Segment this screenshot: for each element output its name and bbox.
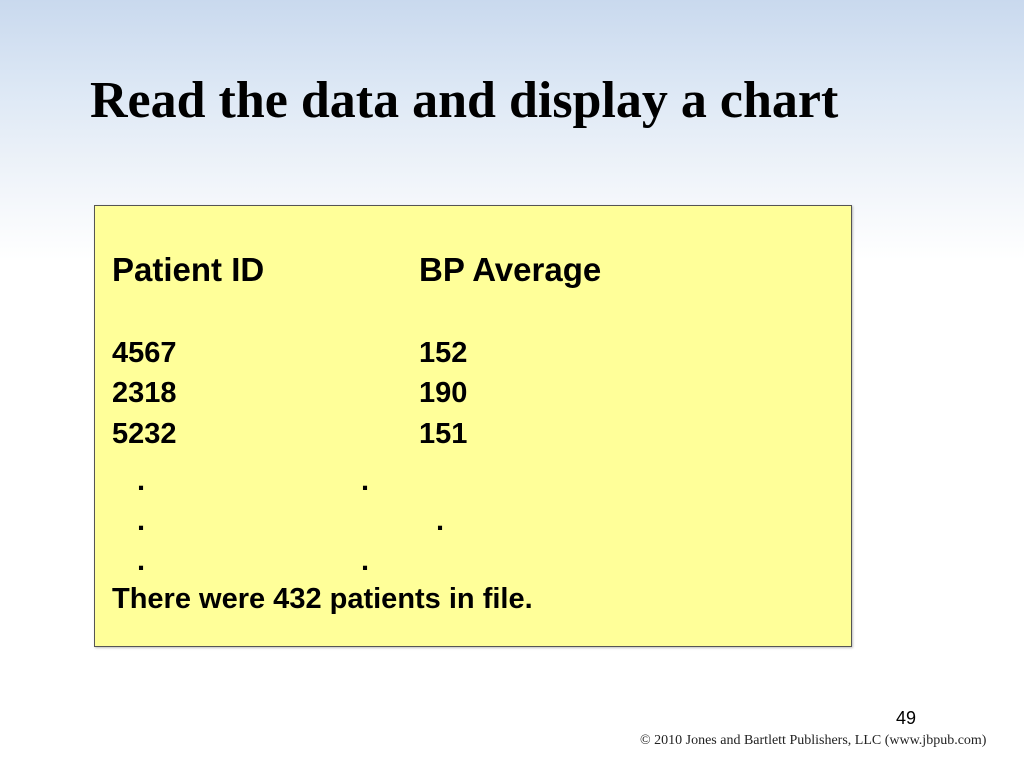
ellipsis-dot-right-2: . <box>436 505 445 537</box>
page-number: 49 <box>896 708 917 728</box>
ellipsis-dot-right-3: . <box>361 545 370 577</box>
row-3-bp-average: 151 <box>419 418 468 450</box>
row-1-bp-average: 152 <box>419 337 468 369</box>
header-patient-id: Patient ID <box>112 251 265 288</box>
copyright-notice: © 2010 Jones and Bartlett Publishers, LL… <box>640 733 987 748</box>
row-2-bp-average: 190 <box>419 377 468 409</box>
ellipsis-dot-left-2: . <box>137 505 146 537</box>
row-3-patient-id: 5232 <box>112 418 177 450</box>
row-1-patient-id: 4567 <box>112 337 177 369</box>
ellipsis-dot-left-1: . <box>137 465 146 497</box>
patient-count-summary: There were 432 patients in file. <box>112 583 533 615</box>
ellipsis-dot-right-1: . <box>361 465 370 497</box>
data-box: Patient ID BP Average 4567 152 2318 190 … <box>94 205 852 647</box>
row-2-patient-id: 2318 <box>112 377 177 409</box>
slide-title: Read the data and display a chart <box>90 72 839 129</box>
header-bp-average: BP Average <box>419 251 602 288</box>
ellipsis-dot-left-3: . <box>137 545 146 577</box>
